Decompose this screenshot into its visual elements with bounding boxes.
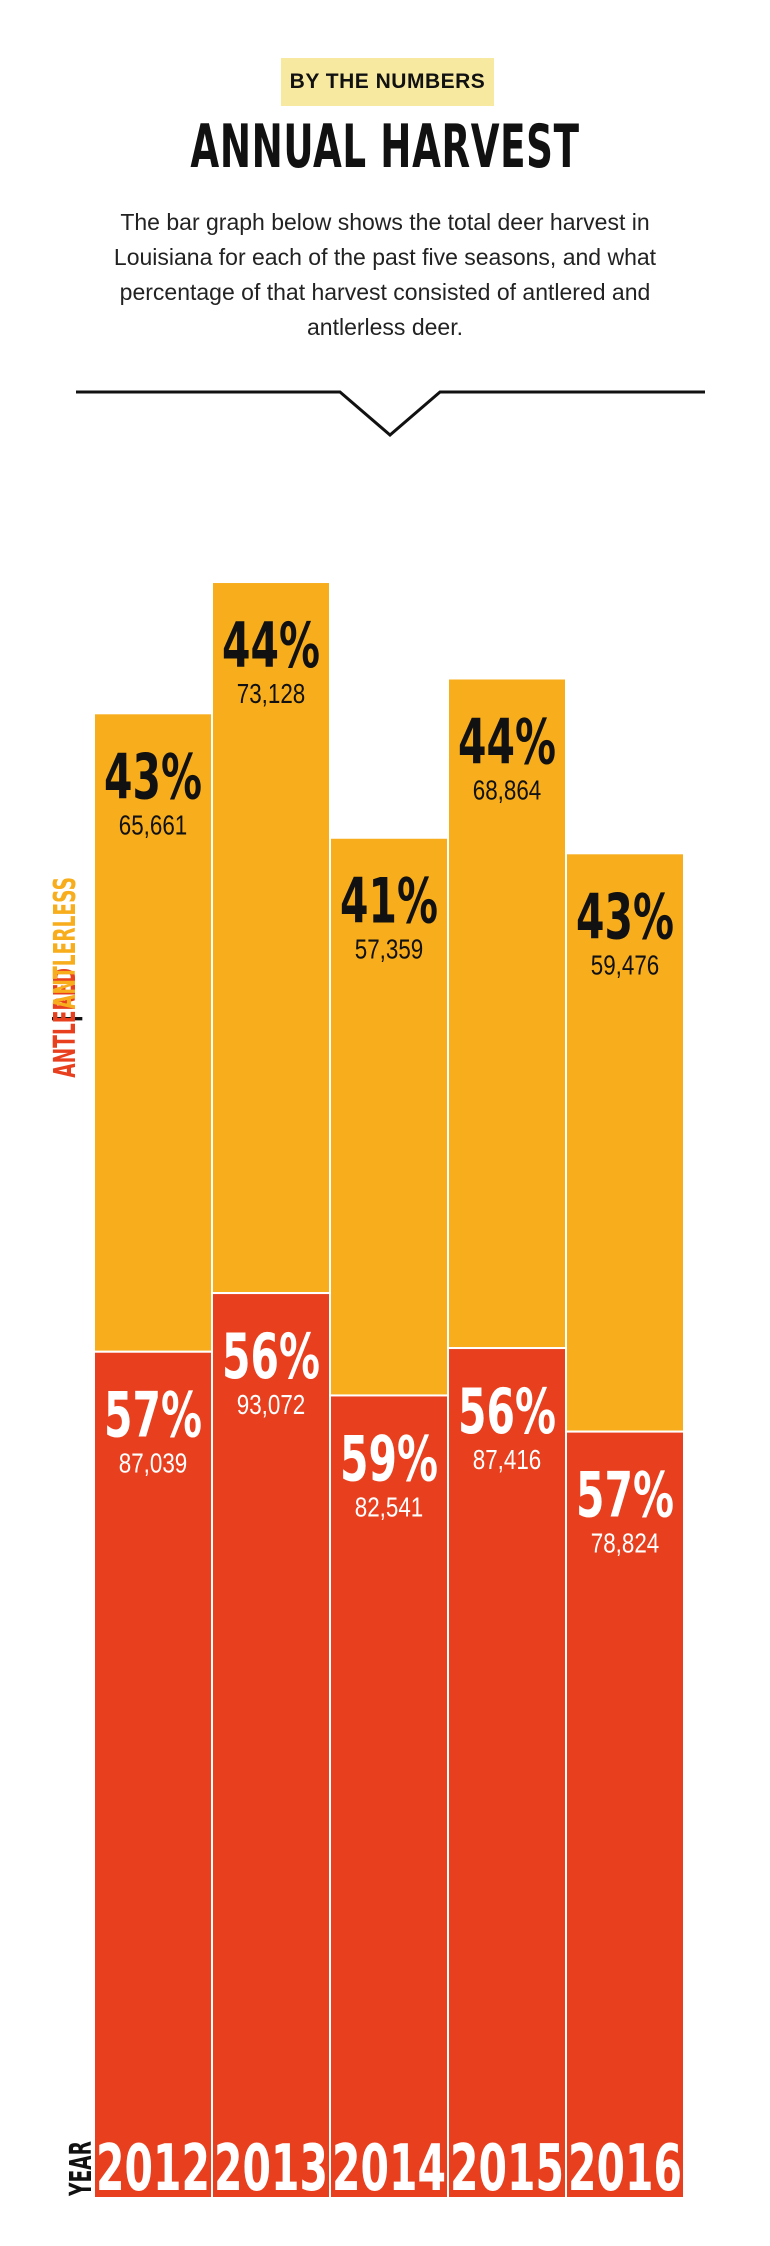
pct-antlered-2016: 57% [576,1460,674,1532]
value-antlered-2012: 87,039 [119,1448,187,1479]
pct-antlered-2014: 59% [340,1424,438,1496]
pct-antlerless-2014: 41% [340,866,438,938]
bar-antlerless-2012 [93,712,213,1353]
pct-antlered-2015: 56% [458,1376,556,1448]
value-antlerless-2015: 68,864 [473,775,541,806]
pointer-divider [76,390,705,437]
bar-antlered-2012 [93,1350,213,2200]
year-label-2014: 2014 [332,2130,446,2205]
bar-antlered-2014 [329,1394,449,2199]
bar-antlerless-2013 [211,581,331,1295]
value-antlerless-2013: 73,128 [237,679,305,710]
year-label-2013: 2013 [214,2130,328,2205]
legend-antlerless: ANTLERLESS [48,877,83,1010]
value-antlered-2015: 87,416 [473,1445,541,1476]
value-antlerless-2016: 59,476 [591,950,659,981]
value-antlerless-2012: 65,661 [119,810,187,841]
year-label-2016: 2016 [568,2130,682,2205]
pct-antlerless-2012: 43% [104,742,202,814]
value-antlered-2013: 93,072 [237,1390,305,1421]
value-antlered-2014: 82,541 [355,1492,423,1523]
badge-by-the-numbers: BY THE NUMBERS [281,58,494,106]
pct-antlered-2012: 57% [104,1380,202,1452]
bar-antlerless-2016 [565,852,685,1433]
year-label-2015: 2015 [450,2130,564,2205]
value-antlerless-2014: 57,359 [355,934,423,965]
pct-antlerless-2013: 44% [222,610,320,682]
year-label-2012: 2012 [96,2130,210,2205]
chart-description: The bar graph below shows the total deer… [113,209,657,340]
pct-antlered-2013: 56% [222,1321,320,1393]
bar-antlered-2013 [211,1292,331,2199]
bar-antlerless-2015 [447,677,567,1350]
value-antlered-2016: 78,824 [591,1528,659,1559]
chart-title: ANNUAL HARVEST [190,112,580,182]
pct-antlerless-2016: 43% [576,882,674,954]
bar-antlered-2015 [447,1347,567,2199]
pct-antlerless-2015: 44% [458,707,556,779]
bar-antlered-2016 [565,1430,685,2199]
